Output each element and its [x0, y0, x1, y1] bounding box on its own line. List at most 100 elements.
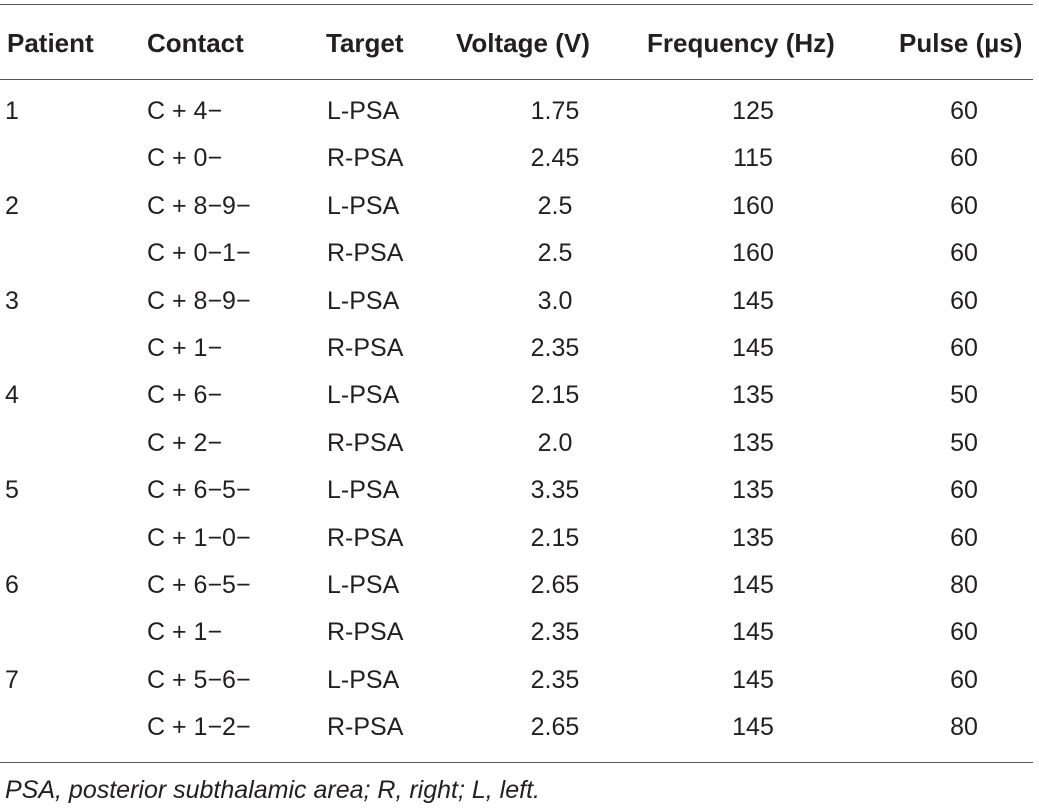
cell-pulse: 60: [950, 333, 978, 362]
cell-contact: C + 0−: [147, 144, 223, 173]
cell-pulse: 60: [950, 665, 978, 694]
table-row: C + 1−0− R-PSA 2.15 135 60: [0, 517, 1039, 564]
cell-contact: C + 8−9−: [147, 191, 251, 220]
cell-frequency: 135: [732, 428, 774, 457]
cell-target: L-PSA: [327, 570, 400, 599]
cell-target: L-PSA: [327, 191, 400, 220]
cell-contact: C + 1−2−: [147, 713, 251, 742]
header-target: Target: [326, 28, 404, 58]
cell-pulse: 60: [950, 97, 978, 125]
table-row: 4 C + 6− L-PSA 2.15 135 50: [0, 374, 1039, 421]
cell-pulse: 60: [950, 239, 978, 268]
header-frequency: Frequency (Hz): [647, 28, 835, 58]
table-row: 1 C + 4− L-PSA 1.75 125 60: [0, 90, 1039, 137]
cell-voltage: 2.35: [530, 618, 580, 647]
cell-contact: C + 1−: [147, 618, 223, 647]
table-header-rule: [0, 79, 1033, 80]
table-row: 3 C + 8−9− L-PSA 3.0 145 60: [0, 280, 1039, 327]
cell-voltage: 2.65: [530, 713, 580, 742]
cell-patient: 5: [5, 476, 19, 505]
cell-pulse: 60: [950, 144, 978, 173]
cell-voltage: 2.15: [530, 381, 580, 410]
cell-pulse: 60: [950, 618, 978, 647]
cell-voltage: 2.35: [530, 665, 580, 694]
cell-patient: 4: [5, 381, 19, 410]
cell-frequency: 145: [732, 665, 774, 694]
cell-pulse: 60: [950, 523, 978, 552]
cell-contact: C + 8−9−: [147, 286, 251, 315]
header-voltage: Voltage (V): [456, 28, 590, 58]
cell-target: R-PSA: [327, 523, 404, 552]
table-row: 7 C + 5−6− L-PSA 2.35 145 60: [0, 659, 1039, 706]
header-patient: Patient: [7, 28, 94, 58]
cell-voltage: 2.35: [530, 333, 580, 362]
cell-pulse: 60: [950, 476, 978, 505]
table-row: 5 C + 6−5− L-PSA 3.35 135 60: [0, 469, 1039, 516]
cell-frequency: 135: [732, 381, 774, 410]
cell-patient: 2: [5, 191, 19, 220]
cell-patient: 7: [5, 665, 19, 694]
cell-voltage: 2.5: [537, 239, 573, 268]
cell-target: R-PSA: [327, 333, 404, 362]
cell-frequency: 145: [732, 333, 774, 362]
cell-contact: C + 2−: [147, 428, 223, 457]
table-header-row: Patient Contact Target Voltage (V) Frequ…: [0, 23, 1039, 63]
cell-frequency: 145: [732, 618, 774, 647]
cell-voltage: 1.75: [530, 97, 580, 125]
header-pulse: Pulse (µs): [899, 28, 1023, 58]
cell-contact: C + 5−6−: [147, 665, 251, 694]
table-row: C + 1− R-PSA 2.35 145 60: [0, 611, 1039, 658]
cell-frequency: 115: [733, 144, 773, 173]
table-footnote: PSA, posterior subthalamic area; R, righ…: [5, 776, 540, 804]
cell-target: R-PSA: [327, 144, 404, 173]
cell-voltage: 2.0: [537, 428, 573, 457]
cell-patient: 3: [5, 286, 19, 315]
cell-contact: C + 4−: [147, 97, 223, 125]
table-top-rule: [0, 4, 1033, 5]
cell-voltage: 3.35: [530, 476, 580, 505]
cell-target: L-PSA: [327, 476, 400, 505]
cell-frequency: 145: [732, 713, 774, 742]
cell-voltage: 2.5: [537, 191, 573, 220]
cell-target: L-PSA: [327, 665, 400, 694]
cell-voltage: 2.15: [530, 523, 580, 552]
cell-frequency: 160: [732, 239, 774, 268]
cell-contact: C + 0−1−: [147, 239, 251, 268]
cell-frequency: 135: [732, 523, 774, 552]
cell-voltage: 2.65: [530, 570, 580, 599]
table-row: 2 C + 8−9− L-PSA 2.5 160 60: [0, 185, 1039, 232]
cell-target: L-PSA: [327, 97, 400, 125]
header-contact: Contact: [147, 28, 244, 58]
table-row: C + 2− R-PSA 2.0 135 50: [0, 422, 1039, 469]
cell-voltage: 2.45: [530, 144, 580, 173]
table-body: 1 C + 4− L-PSA 1.75 125 60 C + 0− R-PSA 2.45 115 6…: [0, 90, 1039, 753]
cell-contact: C + 6−: [147, 381, 223, 410]
table-row: C + 1− R-PSA 2.35 145 60: [0, 327, 1039, 374]
cell-pulse: 80: [950, 713, 978, 742]
cell-target: R-PSA: [327, 428, 404, 457]
cell-target: L-PSA: [327, 286, 400, 315]
cell-contact: C + 1−: [147, 333, 223, 362]
cell-target: R-PSA: [327, 239, 404, 268]
table-row: C + 0−1− R-PSA 2.5 160 60: [0, 232, 1039, 279]
table-row: 6 C + 6−5− L-PSA 2.65 145 80: [0, 564, 1039, 611]
cell-pulse: 50: [950, 428, 978, 457]
cell-voltage: 3.0: [537, 286, 573, 315]
cell-target: R-PSA: [327, 713, 404, 742]
cell-frequency: 125: [732, 97, 774, 125]
cell-target: L-PSA: [327, 381, 400, 410]
cell-pulse: 80: [950, 570, 978, 599]
cell-frequency: 145: [732, 286, 774, 315]
cell-pulse: 50: [950, 381, 978, 410]
table-row: C + 1−2− R-PSA 2.65 145 80: [0, 706, 1039, 753]
cell-patient: 6: [5, 570, 19, 599]
cell-target: R-PSA: [327, 618, 404, 647]
cell-frequency: 160: [732, 191, 774, 220]
cell-pulse: 60: [950, 191, 978, 220]
cell-contact: C + 6−5−: [147, 476, 251, 505]
table-bottom-rule: [0, 762, 1033, 763]
cell-contact: C + 6−5−: [147, 570, 251, 599]
table-row: C + 0− R-PSA 2.45 115 60: [0, 137, 1039, 184]
cell-patient: 1: [5, 97, 19, 125]
